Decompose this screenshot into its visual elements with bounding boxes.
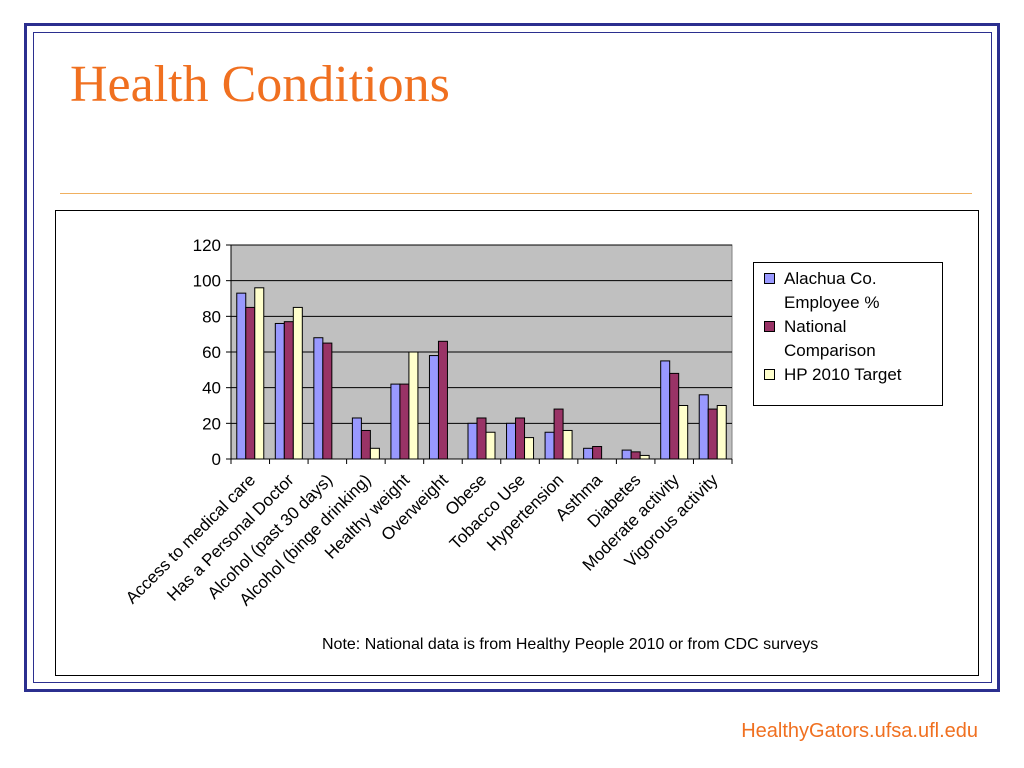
y-tick-label: 40 [202, 379, 221, 398]
bar-series-3 [408, 351, 419, 460]
bar-series-2 [630, 451, 641, 460]
bar-series-2 [592, 446, 603, 460]
bar-series-2 [245, 306, 256, 460]
y-tick-label: 100 [193, 272, 221, 291]
bar-series-1 [428, 355, 439, 460]
bar-series-2 [399, 383, 410, 460]
bar-series-3 [292, 306, 303, 460]
legend-swatch-series-3 [764, 369, 775, 380]
bar-series-2 [669, 372, 680, 460]
chart-legend: Alachua Co. Employee % National Comparis… [753, 262, 943, 406]
legend-label-series-1: Alachua Co. Employee % [784, 269, 880, 312]
footer-link[interactable]: HealthyGators.ufsa.ufl.edu [741, 720, 978, 742]
bar-series-2 [283, 321, 294, 460]
bar-series-1 [390, 383, 401, 460]
bar-series-3 [524, 437, 535, 460]
bar-series-3 [716, 405, 727, 460]
bar-series-3 [369, 447, 380, 460]
bar-series-2 [360, 429, 371, 460]
slide-title: Health Conditions [70, 56, 450, 113]
bar-series-1 [313, 337, 324, 460]
bar-series-3 [254, 287, 265, 460]
bar-series-1 [660, 360, 671, 460]
legend-item-series-1: Alachua Co. Employee % [764, 267, 934, 315]
y-tick-label: 80 [202, 307, 221, 326]
bar-series-1 [506, 422, 517, 460]
bar-series-2 [515, 417, 526, 460]
chart-note: Note: National data is from Healthy Peop… [322, 636, 819, 653]
bar-series-1 [236, 292, 247, 460]
bar-series-2 [476, 417, 487, 460]
slide-frame-outer [24, 23, 1000, 692]
bar-series-1 [467, 422, 478, 460]
legend-label-series-3: HP 2010 Target [784, 365, 902, 384]
bar-series-1 [621, 449, 632, 460]
bar-series-1 [698, 394, 709, 460]
title-divider [60, 193, 972, 194]
legend-swatch-series-1 [764, 273, 775, 284]
bar-series-2 [437, 340, 448, 460]
legend-label-series-2: National Comparison [784, 317, 876, 360]
bar-series-3 [639, 454, 650, 460]
bar-series-2 [553, 408, 564, 460]
bar-series-1 [544, 431, 555, 460]
bar-series-1 [351, 417, 362, 460]
slide-frame-inner [33, 32, 992, 683]
bar-series-3 [562, 429, 573, 460]
y-tick-label: 120 [193, 236, 221, 255]
bar-series-3 [678, 405, 689, 460]
legend-item-series-3: HP 2010 Target [764, 363, 934, 387]
bar-series-2 [707, 408, 718, 460]
bar-series-2 [322, 342, 333, 460]
y-tick-label: 60 [202, 343, 221, 362]
bar-series-1 [274, 322, 285, 460]
y-tick-label: 20 [202, 414, 221, 433]
y-tick-label: 0 [212, 450, 221, 469]
bar-series-3 [485, 431, 496, 460]
bar-series-1 [583, 447, 594, 460]
legend-swatch-series-2 [764, 321, 775, 332]
chart-area: 0 20 40 60 80 100 120 Access to medical care Has… [55, 210, 979, 676]
legend-item-series-2: National Comparison [764, 315, 934, 363]
